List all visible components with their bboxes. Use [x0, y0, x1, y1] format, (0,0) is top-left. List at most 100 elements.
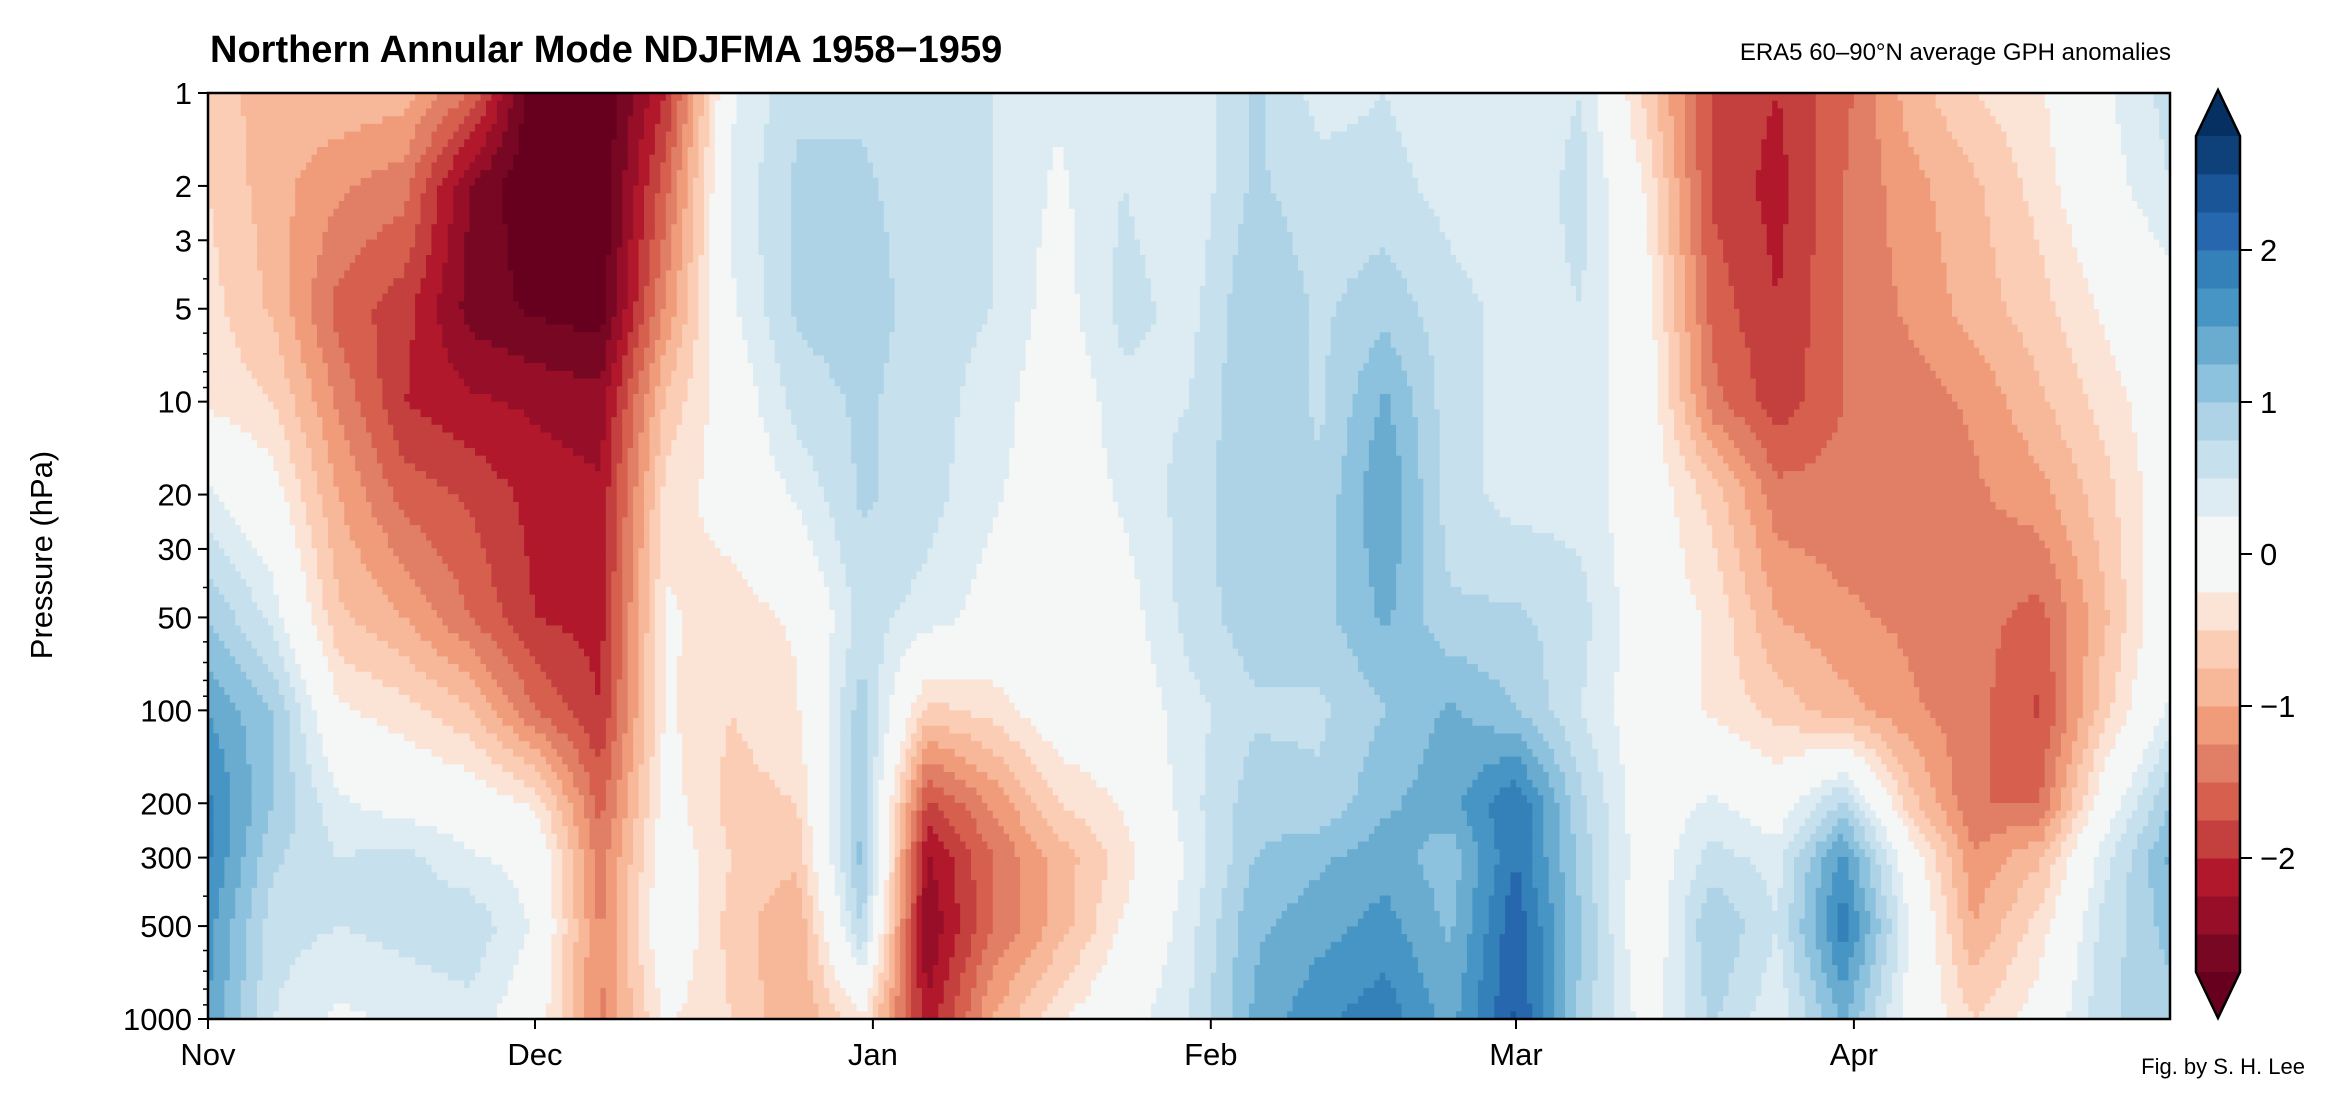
contour-band-cell — [453, 131, 471, 140]
contour-band-cell — [344, 193, 411, 202]
contour-band-cell — [469, 386, 607, 395]
contour-band-cell — [1810, 810, 1828, 819]
contour-band-cell — [1178, 424, 1223, 434]
contour-band-cell — [327, 525, 351, 534]
contour-band-cell — [1946, 285, 2002, 295]
contour-band-cell — [998, 509, 1119, 519]
contour-band-cell — [1532, 617, 1593, 627]
contour-band-cell — [1652, 309, 1664, 318]
contour-band-cell — [1565, 147, 1588, 156]
contour-band-cell — [278, 648, 296, 657]
contour-band-cell — [317, 625, 334, 634]
contour-band-cell — [1646, 131, 1664, 140]
contour-band-cell — [1679, 208, 1691, 218]
contour-band-cell — [2066, 687, 2084, 696]
contour-band-cell — [2088, 787, 2100, 796]
contour-band-cell — [2120, 131, 2160, 140]
contour-band-cell — [251, 370, 285, 380]
contour-band-cell — [1837, 671, 1915, 681]
contour-band-cell — [2082, 748, 2095, 758]
contour-band-cell — [1744, 501, 1768, 511]
contour-band-cell — [638, 764, 651, 773]
contour-band-cell — [1821, 447, 1975, 457]
contour-band-cell — [627, 810, 640, 819]
contour-band-cell — [1706, 509, 1730, 519]
contour-band-cell — [747, 741, 803, 750]
contour-band-cell — [545, 671, 596, 681]
contour-band-cell — [491, 463, 596, 472]
contour-band-cell — [605, 424, 612, 434]
contour-band-cell — [1172, 772, 1206, 781]
contour-band-cell — [736, 309, 765, 318]
contour-band-cell — [709, 270, 732, 279]
contour-band-cell — [485, 455, 585, 464]
contour-band-cell — [660, 409, 683, 418]
contour-band-cell — [1908, 779, 1931, 789]
contour-band-cell — [333, 556, 362, 565]
contour-band-cell — [791, 262, 890, 272]
contour-band-cell — [1603, 170, 1642, 179]
contour-band-cell — [900, 656, 1152, 665]
contour-band-cell — [1401, 517, 1424, 526]
contour-band-cell — [2061, 594, 2084, 603]
contour-band-cell — [2137, 764, 2155, 773]
contour-band-cell — [605, 486, 618, 495]
contour-band-cell — [769, 108, 994, 117]
contour-band-cell — [1684, 309, 1697, 318]
contour-band-cell — [415, 231, 433, 241]
contour-band-cell — [284, 486, 302, 495]
contour-band-cell — [992, 718, 1032, 727]
contour-band-cell — [1390, 401, 1414, 410]
contour-band-cell — [1935, 787, 1953, 796]
contour-band-cell — [758, 193, 792, 202]
contour-band-cell — [654, 339, 667, 349]
contour-band-cell — [840, 795, 852, 804]
contour-band-cell — [502, 741, 531, 750]
contour-band-cell — [355, 386, 383, 395]
contour-band-cell — [1690, 579, 1724, 588]
contour-band-cell — [649, 795, 661, 804]
contour-band-cell — [1101, 417, 1179, 426]
contour-band-cell — [878, 401, 961, 410]
contour-band-cell — [1897, 787, 1915, 796]
contour-band-cell — [1194, 671, 1250, 681]
contour-band-cell — [289, 741, 307, 750]
contour-band-cell — [1930, 363, 1991, 372]
contour-band-cell — [1717, 795, 1800, 804]
contour-band-cell — [1216, 455, 1343, 464]
contour-band-cell — [589, 779, 607, 789]
contour-band-cell — [415, 93, 438, 102]
contour-band-cell — [709, 224, 732, 233]
contour-band-cell — [431, 231, 449, 241]
contour-band-cell — [649, 579, 656, 588]
contour-band-cell — [1695, 309, 1708, 318]
contour-band-cell — [709, 370, 754, 380]
contour-band-cell — [1706, 517, 1730, 526]
contour-band-cell — [562, 779, 574, 789]
contour-band-cell — [1543, 656, 1588, 665]
contour-band-cell — [436, 123, 460, 133]
contour-band-cell — [1336, 594, 1375, 603]
contour-band-cell — [2142, 625, 2171, 634]
contour-band-cell — [627, 710, 640, 719]
contour-band-cell — [208, 285, 225, 295]
contour-band-cell — [1543, 795, 1555, 804]
contour-band-cell — [731, 201, 760, 210]
contour-band-cell — [1368, 255, 1392, 264]
contour-band-cell — [1565, 247, 1588, 256]
contour-band-cell — [1368, 748, 1424, 758]
contour-band-cell — [1483, 447, 1610, 457]
contour-band-cell — [1167, 486, 1217, 495]
contour-band-cell — [703, 447, 770, 457]
contour-band-cell — [518, 633, 574, 642]
contour-band-cell — [883, 756, 901, 765]
contour-band-cell — [1603, 147, 1637, 156]
contour-band-cell — [878, 471, 950, 480]
contour-band-cell — [317, 332, 340, 341]
contour-band-cell — [2099, 671, 2117, 681]
contour-band-cell — [1194, 347, 1228, 356]
contour-band-cell — [371, 440, 400, 449]
contour-band-cell — [502, 177, 612, 187]
contour-band-cell — [529, 586, 607, 596]
contour-band-cell — [1581, 787, 1604, 796]
